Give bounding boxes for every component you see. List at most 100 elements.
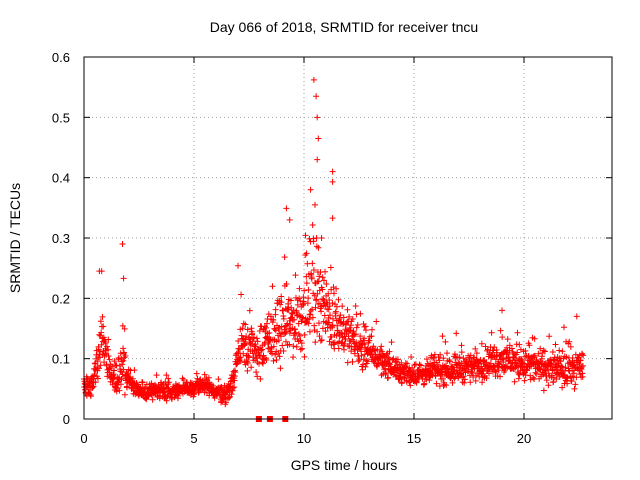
data-point <box>139 379 146 386</box>
data-point <box>431 351 438 358</box>
data-point <box>388 339 395 346</box>
data-point <box>257 375 264 382</box>
data-point <box>317 337 324 344</box>
data-point <box>281 254 288 261</box>
data-point <box>315 278 322 285</box>
data-point <box>344 359 351 366</box>
data-point <box>531 335 538 342</box>
data-point <box>298 340 305 347</box>
data-point <box>321 312 328 319</box>
data-point <box>495 367 502 374</box>
data-point <box>327 264 334 271</box>
data-point <box>504 336 511 343</box>
data-point <box>407 382 414 389</box>
data-point <box>552 341 559 348</box>
data-point <box>316 273 323 280</box>
data-point <box>508 345 515 352</box>
data-point <box>240 320 247 327</box>
data-point <box>472 345 479 352</box>
data-point <box>482 343 489 350</box>
data-point <box>291 316 298 323</box>
data-point <box>361 335 368 342</box>
data-point <box>385 374 392 381</box>
y-tick-label: 0.3 <box>52 231 70 246</box>
data-point <box>352 331 359 338</box>
data-point <box>433 380 440 387</box>
data-point <box>272 351 279 358</box>
data-point <box>329 300 336 307</box>
y-tick-label: 0.4 <box>52 171 70 186</box>
data-point <box>315 244 322 251</box>
data-point <box>449 379 456 386</box>
data-point <box>325 319 332 326</box>
data-point <box>485 370 492 377</box>
data-point <box>314 328 321 335</box>
data-point <box>357 333 364 340</box>
data-point <box>280 313 287 320</box>
data-point <box>166 379 173 386</box>
data-point <box>473 356 480 363</box>
y-tick-label: 0.1 <box>52 352 70 367</box>
data-point <box>313 235 320 242</box>
data-point <box>263 320 270 327</box>
data-point <box>266 329 273 336</box>
data-point <box>244 326 251 333</box>
data-point <box>352 302 359 309</box>
data-point <box>559 348 566 355</box>
data-point <box>301 331 308 338</box>
data-point <box>571 385 578 392</box>
data-point <box>259 360 266 367</box>
data-point <box>515 375 522 382</box>
data-point <box>111 367 118 374</box>
data-point <box>307 307 314 314</box>
data-point <box>461 376 468 383</box>
data-point <box>341 346 348 353</box>
data-point <box>326 297 333 304</box>
chart-title: Day 066 of 2018, SRMTID for receiver tnc… <box>210 19 478 35</box>
data-point <box>563 354 570 361</box>
data-point <box>163 397 170 404</box>
data-point <box>139 378 146 385</box>
data-point <box>319 325 326 332</box>
data-point <box>119 361 126 368</box>
data-point <box>91 360 98 367</box>
data-point <box>84 375 91 382</box>
data-point <box>339 321 346 328</box>
data-point <box>325 306 332 313</box>
data-point <box>530 374 537 381</box>
data-point <box>312 339 319 346</box>
data-point <box>309 306 316 313</box>
axis-ticks <box>83 56 612 420</box>
data-point <box>306 311 313 318</box>
data-point <box>458 349 465 356</box>
data-point <box>361 341 368 348</box>
data-point <box>113 388 120 395</box>
data-point <box>456 354 463 361</box>
data-point <box>479 379 486 386</box>
data-point <box>566 367 573 374</box>
data-point <box>251 334 258 341</box>
data-point <box>269 283 276 290</box>
data-point <box>152 381 159 388</box>
data-point <box>408 353 415 360</box>
data-point <box>282 323 289 330</box>
data-point <box>129 375 136 382</box>
data-point <box>315 320 322 327</box>
data-point <box>307 311 314 318</box>
data-point <box>309 222 316 229</box>
data-point <box>579 373 586 380</box>
data-point <box>215 376 222 383</box>
data-point <box>275 337 282 344</box>
data-point <box>246 307 253 314</box>
data-point <box>556 373 563 380</box>
data-point <box>559 384 566 391</box>
data-point <box>111 358 118 365</box>
data-point <box>531 352 538 359</box>
data-point <box>313 243 320 250</box>
data-point <box>266 337 273 344</box>
data-point <box>94 375 101 382</box>
data-point <box>117 350 124 357</box>
data-point <box>329 315 336 322</box>
data-point <box>231 384 238 391</box>
data-point <box>319 274 326 281</box>
